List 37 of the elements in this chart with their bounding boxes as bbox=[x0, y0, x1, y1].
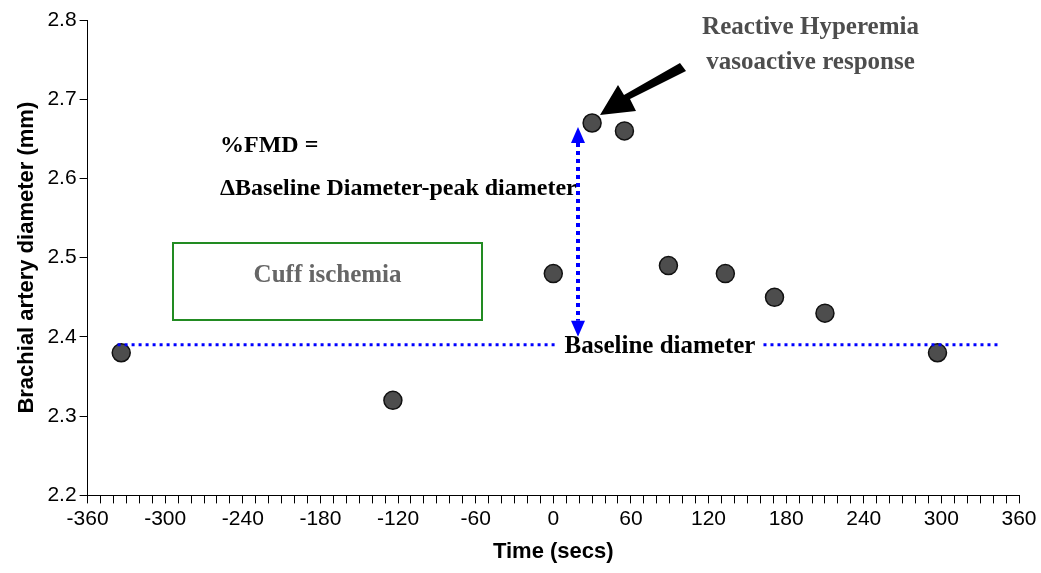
point bbox=[764, 287, 785, 308]
annotation: Cuff ischemia bbox=[253, 260, 402, 289]
x-tick-label: -120 bbox=[377, 505, 420, 529]
y-tick-label: 2.3 bbox=[47, 402, 77, 426]
x-tick-label: 180 bbox=[768, 505, 804, 529]
point bbox=[815, 303, 835, 323]
point bbox=[383, 390, 403, 411]
x-tick-label: -300 bbox=[144, 505, 187, 529]
x-tick-label: 60 bbox=[619, 505, 643, 529]
x-tick-label: -240 bbox=[221, 505, 264, 529]
y-tick-label: 2.5 bbox=[47, 244, 77, 268]
x-tick-label: -60 bbox=[460, 505, 491, 529]
y-tick-label: 2.6 bbox=[47, 165, 77, 189]
annotation: %FMD = ΔBaseline Diameter-peak diameter bbox=[220, 130, 577, 203]
box-outline: Cuff ischemia bbox=[171, 241, 484, 322]
x-tick-label: -180 bbox=[299, 505, 342, 529]
point bbox=[715, 263, 736, 284]
x-tick-label: 360 bbox=[1001, 505, 1037, 529]
ref-line-label: Baseline diameter bbox=[563, 329, 757, 360]
point bbox=[927, 343, 948, 363]
y-tick-label: 2.8 bbox=[47, 6, 77, 30]
y-tick-label: 2.2 bbox=[47, 482, 77, 506]
x-tick-label: 240 bbox=[846, 505, 882, 529]
y-tick-label: 2.4 bbox=[47, 323, 77, 347]
point bbox=[543, 263, 564, 284]
x-tick-label: -360 bbox=[66, 505, 109, 529]
annotation: Reactive Hyperemia vasoactive response bbox=[702, 11, 919, 76]
x-tick-label: 300 bbox=[923, 505, 959, 529]
x-axis-title: Time (secs) bbox=[492, 537, 614, 563]
x-tick-label: 0 bbox=[547, 505, 560, 529]
point bbox=[614, 121, 635, 141]
x-tick-label: 120 bbox=[691, 505, 727, 529]
y-axis-title: Brachial artery diameter (mm) bbox=[13, 101, 39, 414]
y-tick-label: 2.7 bbox=[47, 86, 77, 110]
point bbox=[111, 343, 131, 363]
point bbox=[582, 113, 602, 133]
point bbox=[658, 255, 679, 276]
